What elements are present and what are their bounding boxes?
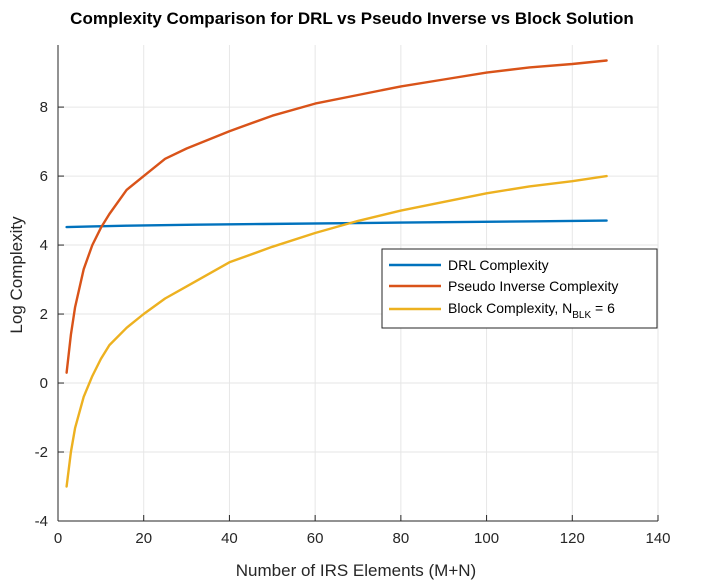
chart-title: Complexity Comparison for DRL vs Pseudo … — [70, 9, 634, 28]
x-tick-label: 0 — [54, 530, 62, 547]
legend-label-block: Block Complexity, NBLK = 6 — [448, 300, 615, 321]
y-axis-label: Log Complexity — [7, 216, 26, 334]
x-tick-label: 140 — [645, 530, 670, 547]
legend-label-block-sub: BLK — [572, 310, 591, 321]
series-lines — [65, 59, 608, 488]
x-tick-label: 120 — [560, 530, 585, 547]
legend-label-block-suffix: = 6 — [591, 300, 615, 316]
x-tick-label: 20 — [135, 530, 152, 547]
legend-label-pinv: Pseudo Inverse Complexity — [448, 278, 618, 294]
x-tick-label: 80 — [393, 530, 410, 547]
axes — [57, 45, 659, 522]
legend-label-block-main: Block Complexity, N — [448, 300, 572, 316]
series-line-block — [65, 174, 608, 488]
tick-labels: 0 20 40 60 80 100 120 140 -4 -2 0 2 4 6 8 — [35, 99, 671, 547]
legend: DRL Complexity Pseudo Inverse Complexity… — [381, 248, 658, 329]
y-tick-label: 4 — [40, 237, 48, 254]
x-tick-label: 60 — [307, 530, 324, 547]
y-tick-label: 8 — [40, 99, 48, 116]
y-tick-label: -2 — [35, 444, 48, 461]
series-line-pseudo-inverse — [65, 59, 608, 374]
x-tick-label: 100 — [474, 530, 499, 547]
x-axis-label: Number of IRS Elements (M+N) — [236, 561, 476, 580]
y-tick-label: 2 — [40, 306, 48, 323]
y-tick-label: -4 — [35, 513, 48, 530]
x-tick-label: 40 — [221, 530, 238, 547]
y-tick-label: 6 — [40, 168, 48, 185]
legend-label-drl: DRL Complexity — [448, 257, 549, 273]
series-line-drl — [65, 219, 608, 229]
y-tick-label: 0 — [40, 375, 48, 392]
legend-box — [381, 248, 658, 329]
